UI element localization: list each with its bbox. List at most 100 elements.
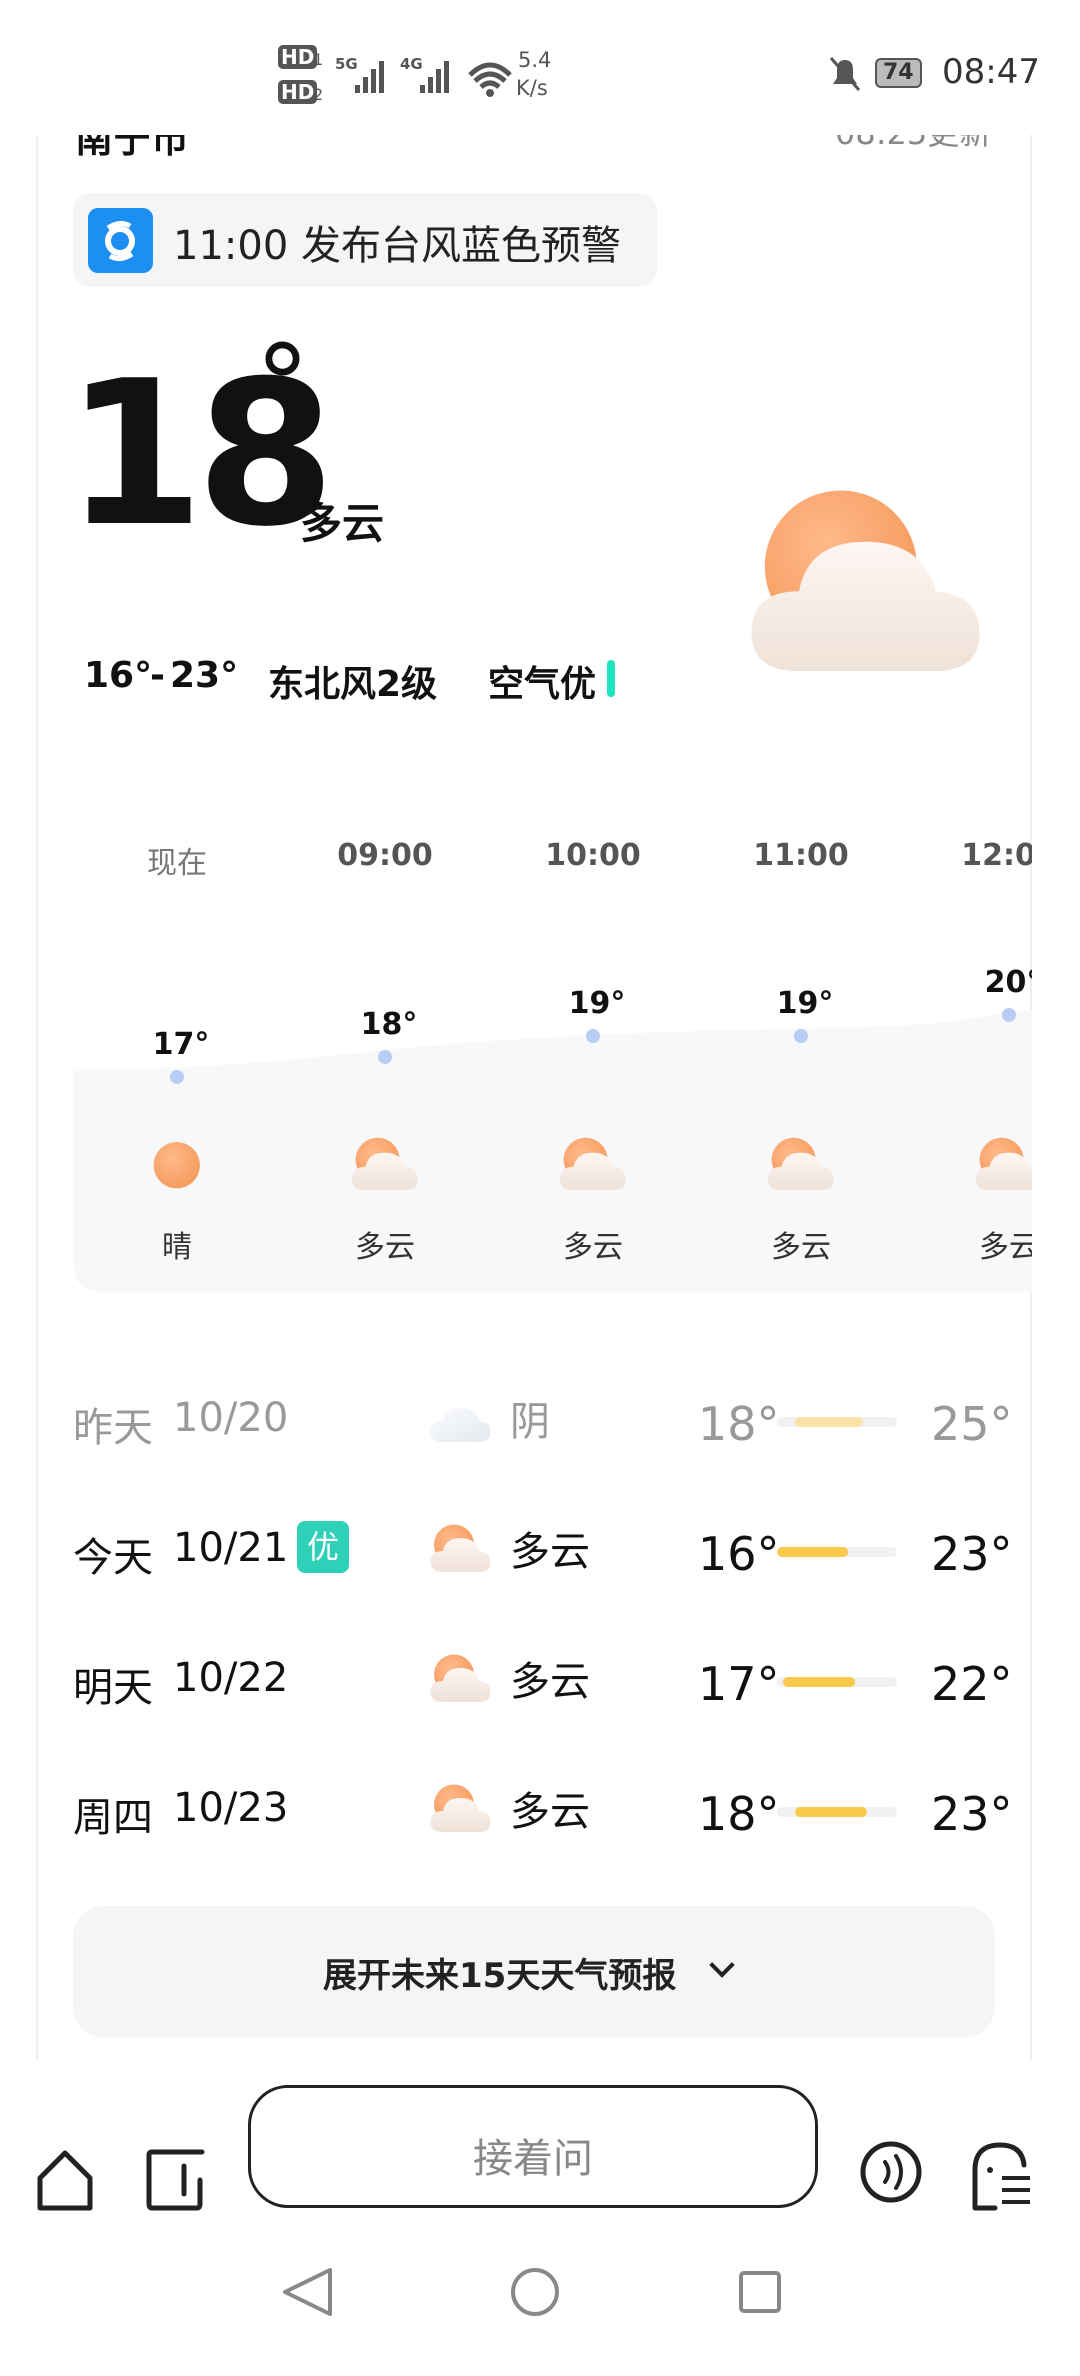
expand-text: 展开未来15天天气预报 [323, 1956, 677, 1996]
files-icon[interactable] [146, 2149, 205, 2211]
hour-time: 10:00 [545, 838, 641, 873]
hd-label: HD [278, 45, 318, 69]
hour-time: 11:00 [753, 838, 849, 873]
hour-time: 12:00 [961, 838, 1032, 873]
weather-icon [751, 490, 979, 671]
sim-number: 1 [313, 50, 324, 69]
hour-dot [1002, 1008, 1016, 1022]
range-bar [777, 1547, 848, 1557]
day-date: 10/21 [173, 1525, 289, 1571]
day-date: 10/23 [173, 1785, 289, 1831]
current-temp: 18 [65, 338, 335, 571]
network-type: 4G [400, 55, 423, 73]
weather-icon [768, 1137, 834, 1190]
current-condition: 多云 [300, 499, 385, 548]
day-low: 18° [698, 1397, 780, 1451]
alert-banner[interactable]: 11:00 发布台风蓝色预警 [73, 193, 657, 287]
day-high: 22° [931, 1657, 1013, 1711]
day-name: 明天 [73, 1665, 153, 1711]
day-date: 10/22 [173, 1655, 289, 1701]
hour-dot [170, 1070, 184, 1084]
ask-placeholder: 接着问 [473, 2136, 593, 2182]
range-bar [783, 1677, 855, 1687]
degree-symbol: ° [255, 321, 310, 449]
day-high: 23° [931, 1787, 1013, 1841]
hour-condition: 多云 [355, 1230, 415, 1265]
nav-home[interactable] [511, 2268, 559, 2316]
chevron [709, 1952, 735, 1978]
hourly-background [73, 1010, 1032, 1292]
wind: 东北风2级 [268, 664, 438, 705]
daily-row[interactable]: 周四 10/23 多云 18° 23° [73, 1757, 1013, 1857]
hour-dot [378, 1050, 392, 1064]
weather-icon [430, 1524, 490, 1572]
air-badge: 优 [297, 1521, 349, 1573]
hour-temp: 19° [568, 986, 626, 1021]
network-speed-unit: K/s [516, 76, 548, 100]
weather-icon [430, 1784, 490, 1832]
weather-icon [430, 1654, 490, 1702]
clock: 08:47 [942, 52, 1040, 92]
day-name: 今天 [73, 1535, 153, 1581]
hour-condition: 多云 [771, 1230, 831, 1265]
hour-time: 09:00 [337, 838, 433, 873]
sim-number: 2 [313, 85, 324, 104]
hour-dot [794, 1029, 808, 1043]
typhoon-glyph [105, 220, 135, 262]
hour-temp: 17° [152, 1027, 210, 1062]
home-icon[interactable] [37, 2150, 93, 2211]
air-indicator [607, 660, 615, 697]
nav-recent[interactable] [739, 2271, 781, 2313]
network-speed: 5.4 [518, 48, 552, 72]
weather-icon [430, 1407, 490, 1442]
signal-icons [355, 61, 512, 97]
status-bar: HD 1 HD 2 5G 4G 5.4 K/s 74 08:47 [0, 0, 1080, 135]
assistant-eye [987, 2167, 993, 2173]
day-high: 23° [931, 1527, 1013, 1581]
range-low: 16° [84, 655, 153, 696]
assistant-lines [1002, 2176, 1030, 2204]
weather-icon [153, 1141, 201, 1189]
day-condition: 多云 [510, 1529, 590, 1575]
hour-temp: 20° [984, 965, 1032, 1000]
day-condition: 阴 [510, 1399, 550, 1445]
hour-time: 现在 [147, 846, 207, 881]
hour-temp: 18° [360, 1007, 418, 1042]
hourly-forecast: 现在 17° 晴 09:00 18° 多云 10:00 19° 多云 11:00 19° 多云… [73, 800, 1032, 1300]
daily-row[interactable]: 昨天 10/20 阴 18° 25° [73, 1367, 1013, 1467]
bottom-icons [37, 2141, 1030, 2316]
battery: 74 [875, 58, 922, 88]
daily-row[interactable]: 今天 10/21 优 多云 16° 23° [73, 1497, 1013, 1597]
day-low: 18° [698, 1787, 780, 1841]
day-low: 17° [698, 1657, 780, 1711]
weather-icon [352, 1137, 418, 1190]
hourly-area [73, 1010, 1032, 1292]
hour-temp: 19° [776, 986, 834, 1021]
daily-row[interactable]: 明天 10/22 多云 17° 22° [73, 1627, 1013, 1727]
day-high: 25° [931, 1397, 1013, 1451]
day-name: 昨天 [73, 1405, 153, 1451]
nav-back[interactable] [283, 2268, 332, 2316]
day-date: 10/20 [173, 1395, 289, 1441]
voice-icon[interactable] [860, 2141, 922, 2203]
day-name: 周四 [73, 1795, 153, 1841]
bottom-bar: 接着问 [0, 2060, 1080, 2376]
hour-condition: 多云 [563, 1230, 623, 1265]
weather-icon [976, 1137, 1032, 1190]
day-low: 16° [698, 1527, 780, 1581]
voice-waves [883, 2154, 903, 2190]
assistant-icon[interactable] [972, 2142, 1027, 2211]
network-type: 5G [335, 55, 358, 73]
hour-condition: 晴 [162, 1230, 192, 1265]
weather-icon [560, 1137, 626, 1190]
range-high: 23° [170, 655, 239, 696]
day-condition: 多云 [510, 1659, 590, 1705]
ask-input[interactable]: 接着问 [248, 2085, 818, 2208]
range-sep: - [150, 655, 165, 696]
air-quality: 空气优 [488, 664, 597, 705]
expand-button[interactable]: 展开未来15天天气预报 [73, 1906, 995, 2037]
range-bar [795, 1417, 863, 1427]
hour-dot [586, 1029, 600, 1043]
